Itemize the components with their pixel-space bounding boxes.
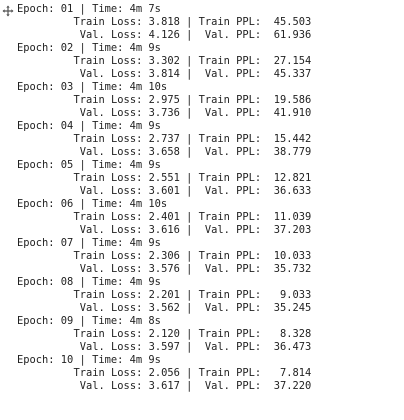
val-metrics: Val. Loss: 3.562 | Val. PPL: 35.245	[61, 302, 312, 314]
val-metrics: Val. Loss: 3.616 | Val. PPL: 37.203	[61, 224, 312, 236]
train-metrics: Train Loss: 2.306 | Train PPL: 10.033	[61, 250, 312, 262]
train-metrics: Train Loss: 2.975 | Train PPL: 19.586	[61, 94, 312, 106]
val-metrics: Val. Loss: 3.576 | Val. PPL: 35.732	[61, 263, 312, 275]
val-metrics: Val. Loss: 3.736 | Val. PPL: 41.910	[61, 107, 312, 119]
train-metrics: Train Loss: 2.551 | Train PPL: 12.821	[61, 172, 312, 184]
val-metrics: Val. Loss: 3.597 | Val. PPL: 36.473	[61, 341, 312, 353]
epoch-header: Epoch: 09 | Time: 4m 8s	[17, 315, 161, 327]
epoch-header: Epoch: 01 | Time: 4m 7s	[17, 3, 161, 15]
epoch-block: Epoch: 02 | Time: 4m 9s Train Loss: 3.30…	[0, 42, 404, 81]
epoch-block: Epoch: 08 | Time: 4m 9s Train Loss: 2.20…	[0, 276, 404, 315]
val-metrics: Val. Loss: 3.658 | Val. PPL: 38.779	[61, 146, 312, 158]
train-metrics: Train Loss: 2.120 | Train PPL: 8.328	[61, 328, 312, 340]
epoch-header: Epoch: 02 | Time: 4m 9s	[17, 42, 161, 54]
epoch-header: Epoch: 08 | Time: 4m 9s	[17, 276, 161, 288]
epoch-block: Epoch: 03 | Time: 4m 10s Train Loss: 2.9…	[0, 81, 404, 120]
epoch-header: Epoch: 07 | Time: 4m 9s	[17, 237, 161, 249]
val-metrics: Val. Loss: 3.601 | Val. PPL: 36.633	[61, 185, 312, 197]
epoch-block: Epoch: 09 | Time: 4m 8s Train Loss: 2.12…	[0, 315, 404, 354]
epoch-block: Epoch: 07 | Time: 4m 9s Train Loss: 2.30…	[0, 237, 404, 276]
train-metrics: Train Loss: 2.737 | Train PPL: 15.442	[61, 133, 312, 145]
epoch-header: Epoch: 10 | Time: 4m 9s	[17, 354, 161, 366]
train-metrics: Train Loss: 2.056 | Train PPL: 7.814	[61, 367, 312, 379]
epoch-block: Epoch: 06 | Time: 4m 10s Train Loss: 2.4…	[0, 198, 404, 237]
epoch-header: Epoch: 03 | Time: 4m 10s	[17, 81, 168, 93]
val-metrics: Val. Loss: 4.126 | Val. PPL: 61.936	[61, 29, 312, 41]
move-cursor-icon	[2, 5, 14, 17]
epoch-header: Epoch: 04 | Time: 4m 9s	[17, 120, 161, 132]
epoch-block: Epoch: 04 | Time: 4m 9s Train Loss: 2.73…	[0, 120, 404, 159]
val-metrics: Val. Loss: 3.617 | Val. PPL: 37.220	[61, 380, 312, 392]
val-metrics: Val. Loss: 3.814 | Val. PPL: 45.337	[61, 68, 312, 80]
train-metrics: Train Loss: 2.401 | Train PPL: 11.039	[61, 211, 312, 223]
epoch-block: Epoch: 05 | Time: 4m 9s Train Loss: 2.55…	[0, 159, 404, 198]
epoch-header: Epoch: 06 | Time: 4m 10s	[17, 198, 168, 210]
train-metrics: Train Loss: 3.818 | Train PPL: 45.503	[61, 16, 312, 28]
epoch-block: Epoch: 01 | Time: 4m 7s Train Loss: 3.81…	[0, 3, 404, 42]
train-metrics: Train Loss: 3.302 | Train PPL: 27.154	[61, 55, 312, 67]
epoch-block: Epoch: 10 | Time: 4m 9s Train Loss: 2.05…	[0, 354, 404, 393]
train-metrics: Train Loss: 2.201 | Train PPL: 9.033	[61, 289, 312, 301]
epoch-header: Epoch: 05 | Time: 4m 9s	[17, 159, 161, 171]
